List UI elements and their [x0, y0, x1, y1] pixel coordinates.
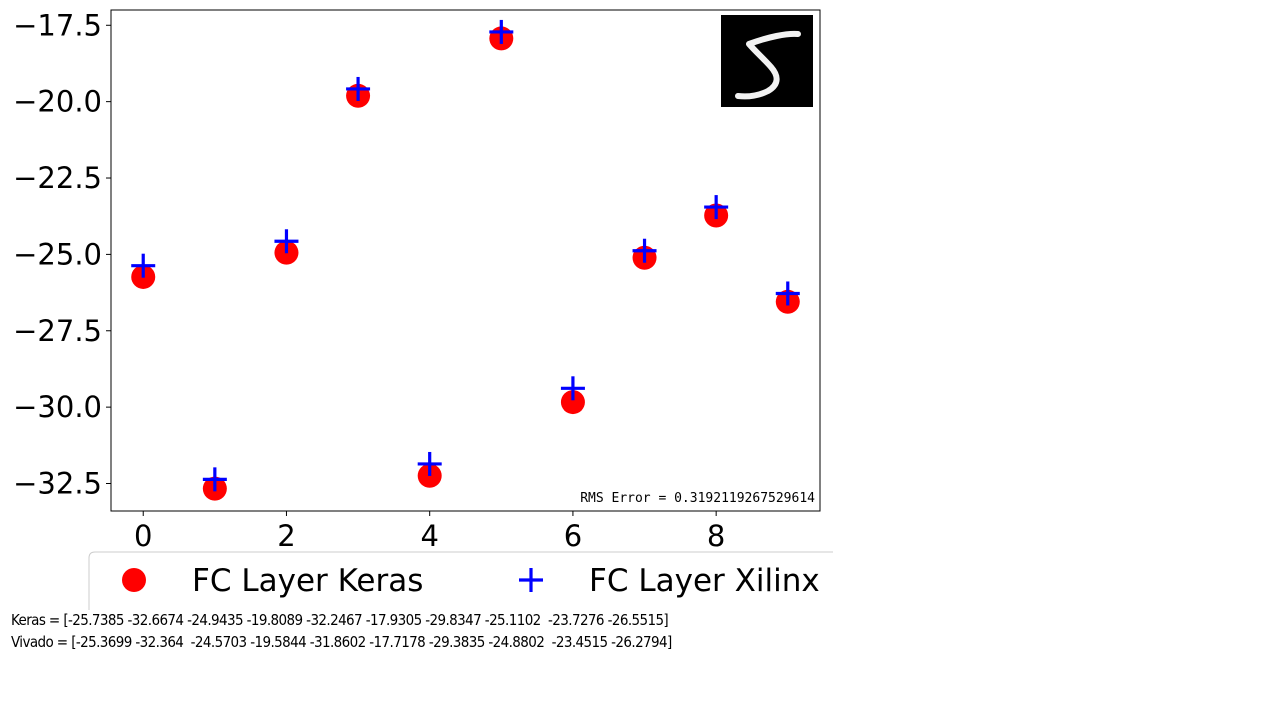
x-tick-label: 2: [277, 519, 295, 553]
xilinx-point: [417, 451, 442, 476]
xilinx-point: [131, 253, 156, 278]
legend-xilinx-marker: [519, 568, 543, 592]
y-tick-label: −27.5: [13, 314, 102, 348]
x-tick-label: 8: [707, 519, 725, 553]
xilinx-point: [775, 281, 800, 306]
xilinx-point: [489, 19, 514, 44]
inset-digit-image: [721, 15, 813, 107]
xilinx-point: [202, 467, 227, 492]
rms-error-annotation: RMS Error = 0.3192119267529614: [580, 491, 815, 506]
vivado-values-readout: Vivado = [-25.3699 -32.364 -24.5703 -19.…: [11, 633, 672, 651]
data-marks: [131, 19, 800, 501]
y-tick-label: −17.5: [13, 8, 102, 42]
x-tick-label: 0: [134, 519, 152, 553]
xilinx-point: [274, 229, 299, 254]
x-axis: 0 2 4 6 8: [134, 511, 725, 553]
y-tick-label: −25.0: [13, 237, 102, 271]
xilinx-point: [704, 195, 729, 220]
y-axis: −17.5 −20.0 −22.5 −25.0 −27.5 −30.0 −32.5: [13, 8, 111, 501]
y-tick-label: −22.5: [13, 161, 102, 195]
y-tick-label: −30.0: [13, 390, 102, 424]
x-tick-label: 4: [420, 519, 438, 553]
y-tick-label: −32.5: [13, 467, 102, 501]
keras-values-readout: Keras = [-25.7385 -32.6674 -24.9435 -19.…: [11, 611, 669, 629]
xilinx-point: [346, 76, 371, 101]
xilinx-point: [560, 376, 585, 401]
keras-point: [560, 390, 585, 415]
legend-keras-marker: [122, 568, 146, 592]
xilinx-point: [632, 238, 657, 263]
legend-xilinx-label: FC Layer Xilinx: [589, 563, 820, 599]
x-tick-label: 6: [564, 519, 582, 553]
legend-keras-label: FC Layer Keras: [192, 563, 423, 599]
chart: −17.5 −20.0 −22.5 −25.0 −27.5 −30.0 −32.5 0 2 4 6…: [13, 8, 833, 610]
plot-area: [110, 9, 821, 512]
y-tick-label: −20.0: [13, 85, 102, 119]
legend: FC Layer Keras FC Layer Xilinx: [88, 551, 833, 610]
